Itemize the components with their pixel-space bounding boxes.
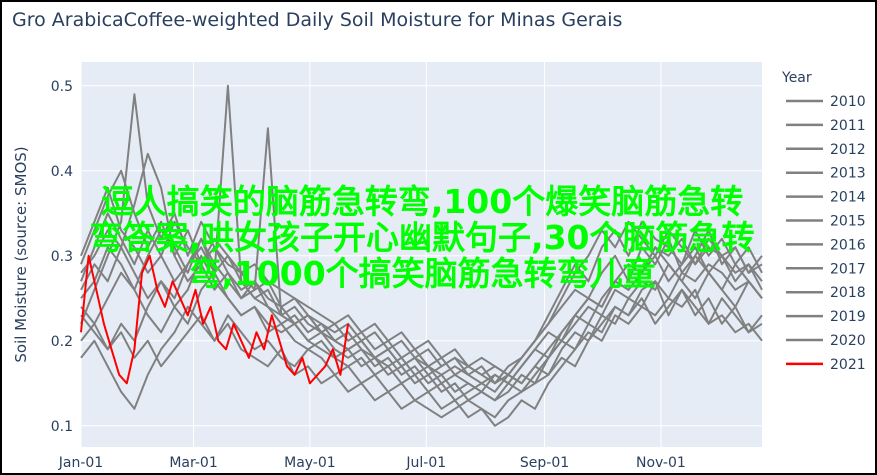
x-tick-label: Sep-01 [520, 455, 569, 471]
legend-label-2010: 2010 [830, 94, 866, 110]
series-line-2014 [80, 288, 763, 419]
legend-label-2019: 2019 [830, 309, 866, 325]
series-line-2019 [80, 271, 763, 402]
legend-label-2017: 2017 [830, 261, 866, 277]
legend-label-2013: 2013 [830, 166, 866, 182]
legend-title: Year [781, 70, 812, 86]
legend-label-2015: 2015 [830, 214, 866, 230]
y-tick-label: 0.1 [51, 419, 73, 435]
x-tick-label: Jul-01 [405, 455, 446, 471]
legend-label-2012: 2012 [830, 142, 866, 158]
legend-label-2011: 2011 [830, 118, 866, 134]
series-line-2016 [80, 84, 763, 385]
legend-label-2014: 2014 [830, 190, 866, 206]
y-tick-label: 0.5 [51, 79, 73, 95]
y-axis-label: Soil Moisture (source: SMOS) [12, 146, 30, 362]
x-tick-label: Nov-01 [636, 455, 686, 471]
series-line-2021 [80, 254, 350, 385]
legend-label-2018: 2018 [830, 285, 866, 301]
series-line-2020 [80, 169, 763, 393]
legend-label-2016: 2016 [830, 237, 866, 253]
legend-label-2020: 2020 [830, 333, 866, 349]
chart-title: Gro ArabicaCoffee-weighted Daily Soil Mo… [12, 9, 622, 31]
legend-label-2021: 2021 [830, 357, 866, 373]
x-tick-label: Jan-01 [58, 455, 103, 471]
y-tick-label: 0.4 [51, 164, 73, 180]
y-tick-label: 0.3 [51, 249, 73, 265]
series-line-2018 [80, 212, 763, 376]
y-tick-label: 0.2 [51, 334, 73, 350]
x-tick-label: May-01 [284, 455, 336, 471]
x-tick-label: Mar-01 [169, 455, 217, 471]
